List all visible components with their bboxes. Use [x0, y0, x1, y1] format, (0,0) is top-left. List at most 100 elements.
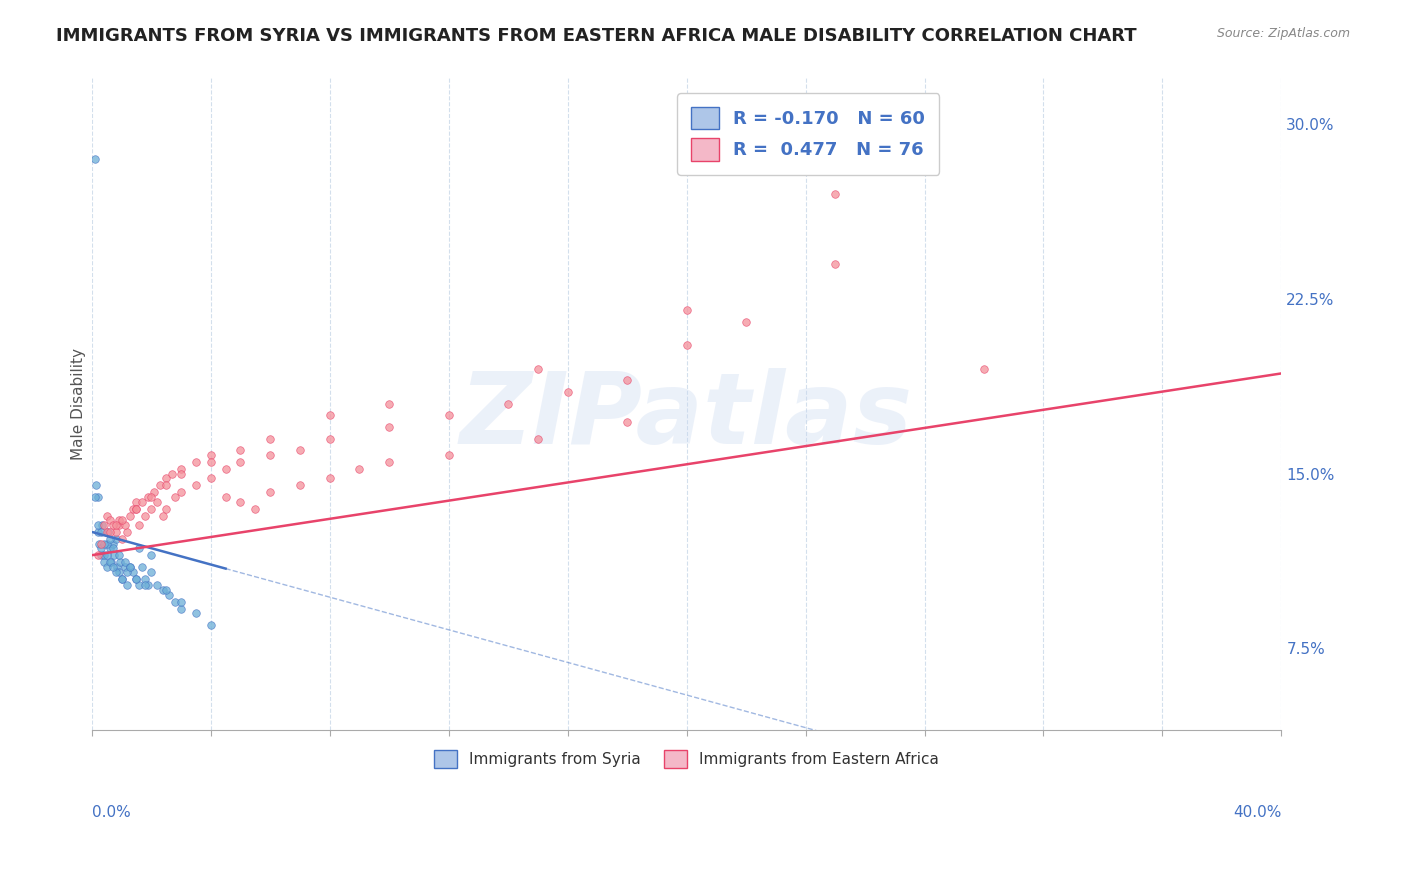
- Point: [96, 536, 118, 550]
- Point: [134, 578, 156, 592]
- Point: [93, 517, 115, 532]
- Point: [117, 578, 139, 592]
- Point: [114, 559, 136, 574]
- Point: [90, 541, 112, 556]
- Point: [104, 517, 127, 532]
- Point: [84, 478, 107, 492]
- Point: [616, 415, 638, 429]
- Text: Source: ZipAtlas.com: Source: ZipAtlas.com: [1216, 27, 1350, 40]
- Text: IMMIGRANTS FROM SYRIA VS IMMIGRANTS FROM EASTERN AFRICA MALE DISABILITY CORRELAT: IMMIGRANTS FROM SYRIA VS IMMIGRANTS FROM…: [56, 27, 1137, 45]
- Point: [184, 478, 207, 492]
- Point: [141, 565, 163, 579]
- Point: [117, 565, 139, 579]
- Point: [378, 397, 401, 411]
- Point: [141, 490, 163, 504]
- Point: [110, 513, 132, 527]
- Point: [98, 513, 121, 527]
- Point: [824, 257, 846, 271]
- Point: [200, 618, 222, 632]
- Point: [101, 559, 124, 574]
- Point: [101, 536, 124, 550]
- Point: [675, 303, 697, 318]
- Point: [146, 494, 169, 508]
- Point: [378, 420, 401, 434]
- Point: [87, 524, 110, 539]
- Point: [96, 524, 118, 539]
- Point: [160, 467, 183, 481]
- Point: [120, 559, 142, 574]
- Point: [170, 467, 193, 481]
- Point: [101, 541, 124, 556]
- Point: [131, 559, 153, 574]
- Point: [108, 555, 131, 569]
- Point: [131, 494, 153, 508]
- Point: [214, 490, 236, 504]
- Point: [91, 517, 114, 532]
- Text: 0.0%: 0.0%: [91, 805, 131, 820]
- Legend: Immigrants from Syria, Immigrants from Eastern Africa: Immigrants from Syria, Immigrants from E…: [427, 744, 945, 774]
- Point: [229, 455, 252, 469]
- Point: [214, 462, 236, 476]
- Point: [105, 559, 128, 574]
- Point: [98, 524, 121, 539]
- Point: [103, 548, 125, 562]
- Point: [170, 595, 193, 609]
- Point: [122, 565, 145, 579]
- Point: [117, 524, 139, 539]
- Point: [184, 607, 207, 621]
- Point: [170, 485, 193, 500]
- Point: [143, 485, 166, 500]
- Point: [107, 513, 129, 527]
- Point: [120, 508, 142, 523]
- Text: ZIPatlas: ZIPatlas: [460, 368, 912, 466]
- Point: [557, 385, 579, 400]
- Point: [973, 361, 995, 376]
- Point: [125, 572, 148, 586]
- Point: [288, 478, 311, 492]
- Point: [824, 186, 846, 201]
- Point: [107, 565, 129, 579]
- Point: [155, 583, 177, 598]
- Point: [527, 432, 550, 446]
- Point: [157, 588, 180, 602]
- Point: [259, 485, 281, 500]
- Point: [93, 548, 115, 562]
- Y-axis label: Male Disability: Male Disability: [72, 348, 86, 459]
- Point: [125, 572, 148, 586]
- Point: [146, 578, 169, 592]
- Point: [110, 572, 132, 586]
- Point: [136, 578, 159, 592]
- Point: [104, 565, 127, 579]
- Point: [245, 501, 267, 516]
- Point: [122, 501, 145, 516]
- Point: [152, 583, 174, 598]
- Point: [101, 517, 124, 532]
- Point: [100, 555, 122, 569]
- Point: [110, 572, 132, 586]
- Point: [104, 524, 127, 539]
- Point: [134, 508, 156, 523]
- Point: [96, 548, 118, 562]
- Point: [527, 361, 550, 376]
- Point: [107, 517, 129, 532]
- Point: [97, 524, 120, 539]
- Point: [319, 432, 342, 446]
- Point: [120, 559, 142, 574]
- Point: [141, 501, 163, 516]
- Point: [128, 578, 150, 592]
- Text: 40.0%: 40.0%: [1233, 805, 1281, 820]
- Point: [87, 490, 110, 504]
- Point: [349, 462, 371, 476]
- Point: [437, 448, 460, 462]
- Point: [149, 478, 172, 492]
- Point: [90, 548, 112, 562]
- Point: [98, 541, 121, 556]
- Point: [165, 490, 187, 504]
- Point: [229, 443, 252, 458]
- Point: [83, 152, 105, 166]
- Point: [165, 595, 187, 609]
- Point: [496, 397, 519, 411]
- Point: [200, 448, 222, 462]
- Point: [107, 548, 129, 562]
- Point: [319, 471, 342, 485]
